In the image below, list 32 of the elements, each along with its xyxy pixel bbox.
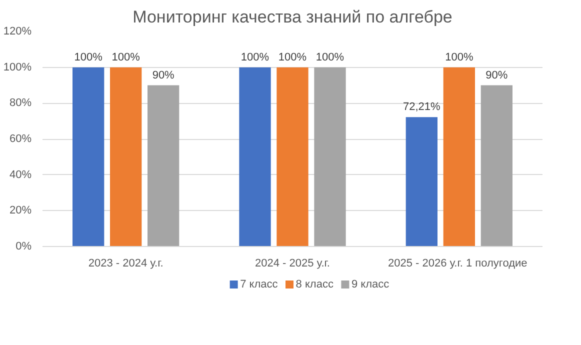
data-label: 100% bbox=[112, 51, 140, 64]
data-label: 100% bbox=[278, 51, 307, 64]
data-label: 100% bbox=[240, 51, 270, 64]
bar bbox=[480, 85, 512, 246]
bar bbox=[72, 67, 104, 246]
x-tick-label: 2023 - 2024 у.г. bbox=[88, 258, 164, 270]
data-label: 100% bbox=[445, 51, 474, 64]
data-label: 90% bbox=[486, 69, 508, 82]
x-tick-label: 2024 - 2025 у.г. bbox=[255, 258, 330, 270]
data-label: 90% bbox=[152, 69, 175, 82]
bar bbox=[406, 117, 438, 246]
y-tick-label: 120% bbox=[3, 26, 32, 38]
bar bbox=[110, 67, 142, 246]
data-label: 100% bbox=[74, 51, 103, 64]
y-tick-label: 80% bbox=[9, 97, 32, 110]
legend-label: 7 класс bbox=[240, 278, 278, 290]
bar bbox=[314, 67, 346, 246]
bar bbox=[276, 67, 308, 246]
chart-title: Мониторинг качества знаний по алгебре bbox=[132, 8, 452, 26]
bar bbox=[148, 85, 180, 246]
x-tick-label: 2025 - 2026 у.г. 1 полугодие bbox=[388, 258, 528, 270]
legend-label: 8 класс bbox=[296, 278, 334, 290]
legend-label: 9 класс bbox=[351, 278, 390, 290]
y-tick-label: 20% bbox=[9, 204, 32, 217]
bar bbox=[443, 67, 475, 246]
y-tick-label: 60% bbox=[9, 133, 32, 145]
data-label: 72,21% bbox=[403, 101, 441, 114]
bar bbox=[239, 67, 271, 246]
y-tick-label: 40% bbox=[9, 168, 32, 181]
y-tick-label: 0% bbox=[16, 240, 32, 252]
data-label: 100% bbox=[316, 51, 344, 64]
y-tick-label: 100% bbox=[3, 61, 32, 74]
